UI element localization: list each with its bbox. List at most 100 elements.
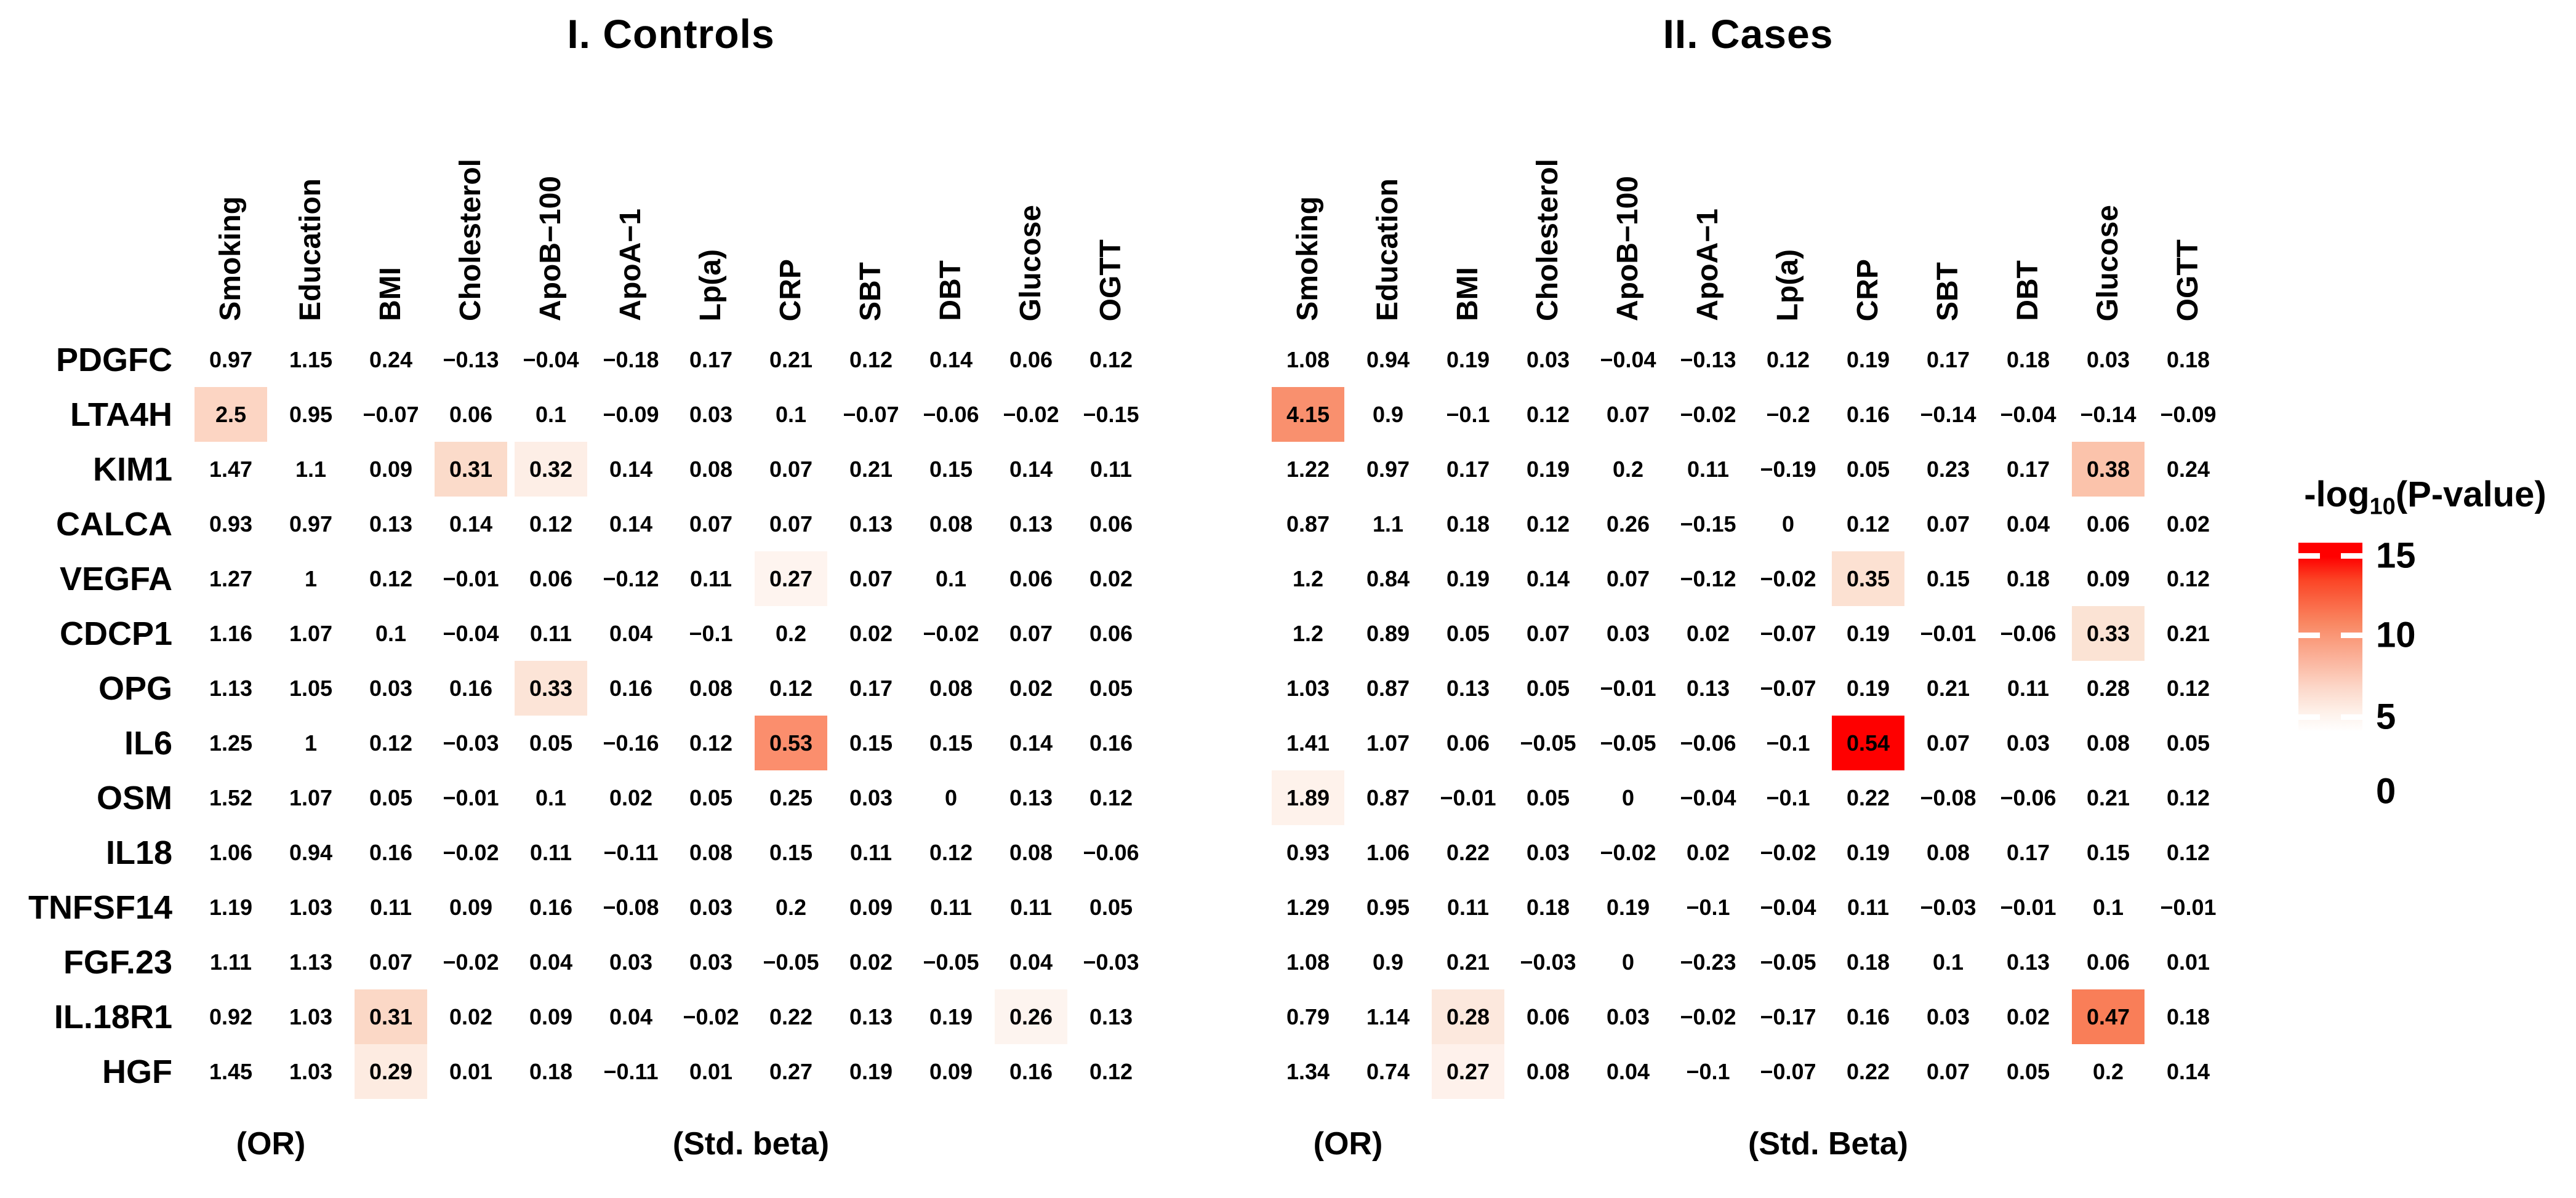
value-cell-fill: 0.24 [2166, 456, 2210, 482]
value-cell-fill: 0.12 [2166, 785, 2210, 810]
row-label: LTA4H [70, 396, 172, 433]
value-cell: 0.19 [1588, 880, 1668, 935]
value-cell-fill: 1.11 [209, 949, 252, 975]
value-cell-fill: 0.19 [1846, 346, 1890, 372]
value-cell: 0.02 [1988, 989, 2068, 1044]
value-cell: 0.1 [751, 387, 831, 442]
value-cell: 0.02 [1071, 551, 1151, 606]
column-header-label: SBT [1932, 262, 1964, 321]
value-cell: 1.29 [1268, 880, 1348, 935]
value-cell: −0.06 [1988, 770, 2068, 825]
value-cell-fill: 0.19 [1446, 565, 1490, 591]
value-cell-fill: −0.06 [1680, 730, 1736, 756]
value-cell: 1.1 [1348, 497, 1428, 551]
colorbar-legend: -log10(P-value) 15 10 5 0 [2277, 474, 2573, 924]
value-cell: 0 [1748, 497, 1828, 551]
value-cell: 0.13 [1428, 661, 1508, 716]
value-cell-fill: 0.16 [1846, 1004, 1890, 1029]
value-cell-fill: 0.17 [689, 346, 733, 372]
value-cell-fill: 0.22 [1446, 839, 1490, 865]
value-cell: 0.47 [2068, 989, 2148, 1044]
value-cell: 0.13 [1071, 989, 1151, 1044]
value-cell: 0.97 [271, 497, 351, 551]
value-cell-fill: 0.07 [1926, 1058, 1970, 1084]
value-cell-fill: 0.04 [1009, 949, 1053, 975]
column-header-label: DBT [2012, 260, 2044, 321]
column-header-label: SBT [854, 262, 887, 321]
value-cell-fill: 0.09 [929, 1058, 973, 1084]
value-cell-fill: 0.08 [1009, 839, 1053, 865]
value-cell: 0.87 [1348, 770, 1428, 825]
column-header-label: BMI [374, 267, 407, 321]
value-cell: 1.14 [1348, 989, 1428, 1044]
value-cell: 0.12 [1748, 332, 1828, 387]
value-cell-fill: 0 [944, 785, 958, 810]
value-cell-fill: 0.03 [2086, 346, 2130, 372]
value-cell-fill: 1.05 [289, 675, 333, 701]
value-cell-fill: 0.31 [355, 989, 427, 1044]
value-cell: 1.52 [191, 770, 271, 825]
value-cell: 0.17 [831, 661, 911, 716]
value-cell: 0.05 [1828, 442, 1908, 497]
value-cell: −0.06 [1071, 825, 1151, 880]
value-cell-fill: 0.04 [609, 620, 653, 646]
value-cell-fill: 1.07 [289, 620, 333, 646]
value-cell-fill: 0.03 [1526, 839, 1570, 865]
value-cell: −0.02 [1748, 551, 1828, 606]
value-cell-fill: 0.12 [769, 675, 813, 701]
value-cell-fill: 1.41 [1286, 730, 1330, 756]
value-cell: 0.33 [2068, 606, 2148, 661]
value-cell-fill: 0.21 [1446, 949, 1490, 975]
value-cell: −0.05 [1748, 935, 1828, 989]
value-cell: 1.08 [1268, 935, 1348, 989]
value-cell-fill: 0.18 [1846, 949, 1890, 975]
value-cell: 0.87 [1268, 497, 1348, 551]
value-cell: 1.25 [191, 716, 271, 770]
value-cell: 0.06 [1071, 606, 1151, 661]
value-cell-fill: −0.07 [843, 401, 899, 427]
row-label: OPG [98, 669, 172, 707]
column-header: Lp(a) [671, 62, 751, 332]
value-cell-fill: 0.04 [529, 949, 573, 975]
value-cell: 0.07 [1908, 716, 1988, 770]
value-cell-fill: 1.19 [209, 894, 253, 920]
value-cell: 0.13 [1988, 935, 2068, 989]
column-header: Cholesterol [1508, 62, 1588, 332]
value-cell-fill: 1.89 [1272, 770, 1344, 825]
value-cell-fill: 0.09 [529, 1004, 573, 1029]
value-cell: 0.27 [751, 551, 831, 606]
value-cell: 0 [1588, 935, 1668, 989]
value-cell-fill: 0.08 [1926, 839, 1970, 865]
value-cell: 0.02 [2148, 497, 2228, 551]
value-cell: 1.13 [191, 661, 271, 716]
value-cell-fill: 0.18 [2166, 346, 2210, 372]
value-cell: −0.07 [1748, 661, 1828, 716]
value-cell-fill: 0.19 [1846, 839, 1890, 865]
value-cell: −0.01 [1908, 606, 1988, 661]
value-cell-fill: 0.06 [1446, 730, 1490, 756]
column-header-label: Smoking [1291, 196, 1324, 321]
value-cell-fill: 0.07 [1606, 401, 1650, 427]
value-cell: 0.05 [1988, 1044, 2068, 1099]
value-cell-fill: 0.03 [1926, 1004, 1970, 1029]
value-cell-fill: 0.15 [929, 730, 973, 756]
value-cell-fill: 0.95 [289, 401, 333, 427]
value-cell: 0.06 [1428, 716, 1508, 770]
value-cell-fill: 1.2 [1292, 565, 1324, 591]
value-cell-fill: 0.22 [1846, 1058, 1890, 1084]
value-cell-fill: 0.12 [1526, 401, 1570, 427]
value-cell: 0.23 [1908, 442, 1988, 497]
value-cell-fill: 0.11 [529, 620, 572, 646]
column-header: ApoB−100 [1588, 62, 1668, 332]
value-cell: −0.05 [911, 935, 991, 989]
value-cell-fill: 0.18 [1526, 894, 1570, 920]
value-cell: 0.02 [991, 661, 1071, 716]
value-cell-fill: −0.02 [1003, 401, 1059, 427]
value-cell: 0.08 [911, 661, 991, 716]
value-cell-fill: 0.05 [1526, 675, 1570, 701]
value-cell-fill: −0.01 [1920, 620, 1976, 646]
value-cell-fill: 0.15 [849, 730, 893, 756]
value-cell: 0.01 [2148, 935, 2228, 989]
colorbar-dash-10-right [2341, 632, 2362, 638]
value-cell-fill: −0.02 [1600, 839, 1656, 865]
